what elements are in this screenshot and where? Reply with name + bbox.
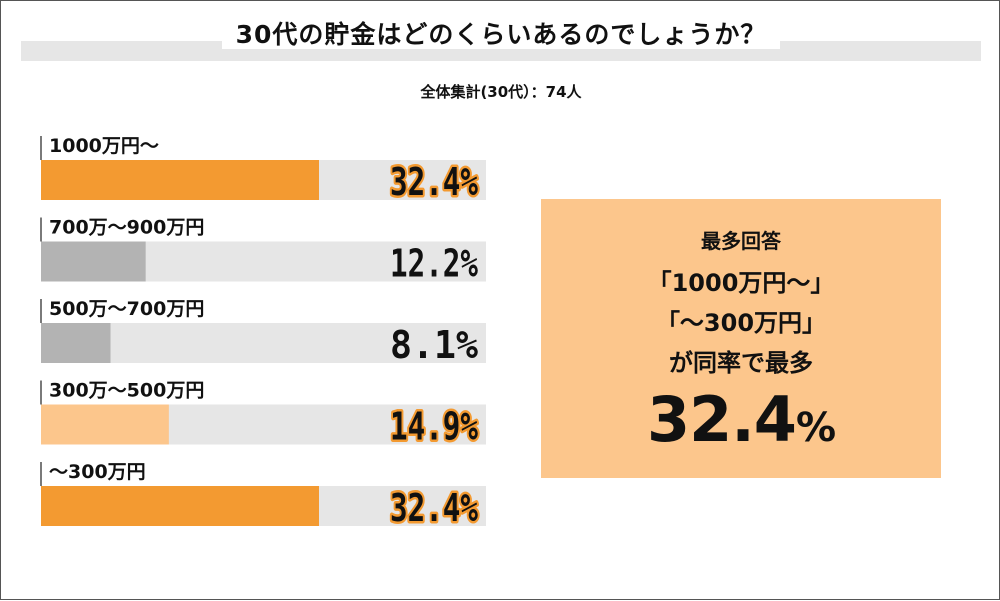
value-label: 32.4% <box>390 486 478 530</box>
category-label: 1000万円～ <box>49 135 159 157</box>
callout-category-2: 「～300万円」 <box>655 309 827 337</box>
callout-tie-note: が同率で最多 <box>669 349 813 377</box>
category-label: 700万～900万円 <box>49 217 204 239</box>
category-label: 500万～700万円 <box>49 298 204 320</box>
bar <box>41 241 146 282</box>
callout-category-1: 「1000万円～」 <box>647 269 835 297</box>
chart-title: 30代の貯金はどのくらいあるのでしょうか？ <box>1 15 1000 51</box>
callout-heading: 最多回答 <box>701 229 781 253</box>
value-label: 8.1% <box>390 323 478 367</box>
bar-track <box>41 323 486 363</box>
bar <box>41 323 111 363</box>
chart-subtitle: 全体集計(30代）：74人 <box>420 83 582 101</box>
category-label: ～300万円 <box>49 461 146 483</box>
value-label: 12.2% <box>390 242 478 286</box>
top-answer-callout: 最多回答 「1000万円～」 「～300万円」 が同率で最多 32.4% <box>541 199 941 478</box>
callout-value-number: 32.4 <box>646 383 797 456</box>
callout-value-unit: % <box>795 405 836 451</box>
value-label: 14.9% <box>390 405 478 449</box>
bar <box>41 404 169 445</box>
callout-value: 32.4% <box>541 383 941 456</box>
bar <box>41 486 319 526</box>
bar <box>41 160 319 200</box>
value-label: 32.4% <box>390 160 478 204</box>
category-label: 300万～500万円 <box>49 380 204 402</box>
